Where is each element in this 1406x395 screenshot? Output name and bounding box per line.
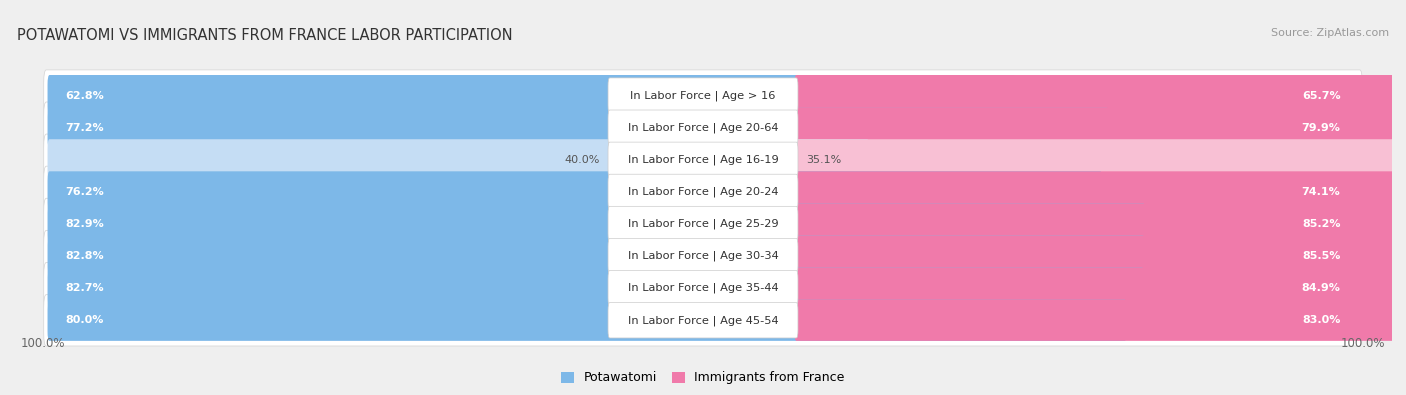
Legend: Potawatomi, Immigrants from France: Potawatomi, Immigrants from France bbox=[557, 367, 849, 389]
Text: 62.8%: 62.8% bbox=[66, 90, 104, 101]
FancyBboxPatch shape bbox=[48, 300, 1126, 341]
FancyBboxPatch shape bbox=[794, 268, 1406, 309]
Text: 82.8%: 82.8% bbox=[66, 251, 104, 261]
FancyBboxPatch shape bbox=[794, 107, 1406, 148]
Text: 85.2%: 85.2% bbox=[1302, 219, 1340, 229]
FancyBboxPatch shape bbox=[794, 75, 1406, 116]
Text: 76.2%: 76.2% bbox=[66, 187, 104, 197]
FancyBboxPatch shape bbox=[44, 295, 1362, 346]
FancyBboxPatch shape bbox=[44, 230, 1362, 282]
FancyBboxPatch shape bbox=[607, 303, 799, 338]
Text: In Labor Force | Age 25-29: In Labor Force | Age 25-29 bbox=[627, 219, 779, 229]
Text: 82.7%: 82.7% bbox=[66, 283, 104, 293]
FancyBboxPatch shape bbox=[44, 70, 1362, 121]
FancyBboxPatch shape bbox=[44, 134, 1362, 186]
FancyBboxPatch shape bbox=[794, 235, 1406, 276]
Text: In Labor Force | Age 35-44: In Labor Force | Age 35-44 bbox=[627, 283, 779, 293]
FancyBboxPatch shape bbox=[607, 271, 799, 306]
Text: 100.0%: 100.0% bbox=[21, 337, 65, 350]
FancyBboxPatch shape bbox=[607, 110, 799, 145]
FancyBboxPatch shape bbox=[44, 198, 1362, 250]
FancyBboxPatch shape bbox=[794, 300, 1406, 341]
FancyBboxPatch shape bbox=[794, 139, 1406, 181]
FancyBboxPatch shape bbox=[44, 166, 1362, 218]
FancyBboxPatch shape bbox=[44, 102, 1362, 153]
Text: 80.0%: 80.0% bbox=[66, 315, 104, 325]
Text: In Labor Force | Age 16-19: In Labor Force | Age 16-19 bbox=[627, 154, 779, 165]
FancyBboxPatch shape bbox=[607, 174, 799, 209]
FancyBboxPatch shape bbox=[794, 203, 1406, 245]
Text: 84.9%: 84.9% bbox=[1302, 283, 1340, 293]
Text: In Labor Force | Age 20-64: In Labor Force | Age 20-64 bbox=[627, 122, 779, 133]
FancyBboxPatch shape bbox=[48, 107, 1109, 148]
Text: In Labor Force | Age 30-34: In Labor Force | Age 30-34 bbox=[627, 251, 779, 261]
FancyBboxPatch shape bbox=[607, 142, 799, 177]
FancyBboxPatch shape bbox=[48, 235, 1144, 276]
FancyBboxPatch shape bbox=[48, 203, 1146, 245]
Text: In Labor Force | Age 45-54: In Labor Force | Age 45-54 bbox=[627, 315, 779, 325]
Text: 82.9%: 82.9% bbox=[66, 219, 104, 229]
FancyBboxPatch shape bbox=[48, 75, 1017, 116]
Text: 100.0%: 100.0% bbox=[1341, 337, 1385, 350]
Text: 40.0%: 40.0% bbox=[565, 155, 600, 165]
Text: 65.7%: 65.7% bbox=[1302, 90, 1340, 101]
FancyBboxPatch shape bbox=[48, 139, 869, 181]
Text: 83.0%: 83.0% bbox=[1302, 315, 1340, 325]
Text: 85.5%: 85.5% bbox=[1302, 251, 1340, 261]
FancyBboxPatch shape bbox=[607, 206, 799, 242]
Text: 77.2%: 77.2% bbox=[66, 123, 104, 133]
FancyBboxPatch shape bbox=[48, 268, 1144, 309]
FancyBboxPatch shape bbox=[794, 171, 1406, 213]
FancyBboxPatch shape bbox=[607, 239, 799, 274]
Text: POTAWATOMI VS IMMIGRANTS FROM FRANCE LABOR PARTICIPATION: POTAWATOMI VS IMMIGRANTS FROM FRANCE LAB… bbox=[17, 28, 513, 43]
Text: 35.1%: 35.1% bbox=[806, 155, 841, 165]
FancyBboxPatch shape bbox=[607, 78, 799, 113]
FancyBboxPatch shape bbox=[44, 263, 1362, 314]
Text: Source: ZipAtlas.com: Source: ZipAtlas.com bbox=[1271, 28, 1389, 38]
Text: 79.9%: 79.9% bbox=[1302, 123, 1340, 133]
Text: In Labor Force | Age > 16: In Labor Force | Age > 16 bbox=[630, 90, 776, 101]
Text: 74.1%: 74.1% bbox=[1302, 187, 1340, 197]
FancyBboxPatch shape bbox=[48, 171, 1102, 213]
Text: In Labor Force | Age 20-24: In Labor Force | Age 20-24 bbox=[627, 186, 779, 197]
